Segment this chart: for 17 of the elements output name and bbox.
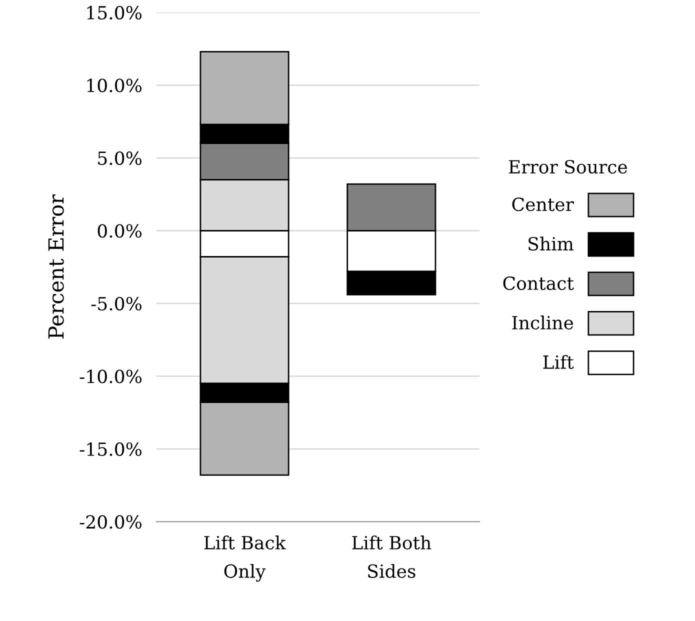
y-tick-label: 5.0%	[98, 151, 142, 166]
y-tick-label: -5.0%	[91, 296, 142, 311]
y-tick-label: -20.0%	[80, 515, 142, 529]
x-tick-label: Lift Both Sides	[352, 536, 432, 578]
y-tick-label: -10.0%	[80, 370, 142, 384]
y-axis-title: Percent Error	[48, 194, 64, 339]
y-tick-label: 15.0%	[87, 6, 142, 20]
legend-label: Contact	[503, 276, 574, 290]
legend-title: Error Source	[508, 160, 627, 174]
x-tick-label: Lift Back Only	[204, 536, 286, 582]
legend-label: Incline	[512, 316, 574, 330]
legend-label: Center	[512, 198, 574, 212]
legend-label: Lift	[543, 354, 574, 369]
y-tick-label: -15.0%	[80, 442, 142, 456]
y-tick-label: 10.0%	[87, 78, 142, 92]
legend-label: Shim	[528, 236, 574, 251]
y-tick-label: 0.0%	[98, 224, 142, 238]
